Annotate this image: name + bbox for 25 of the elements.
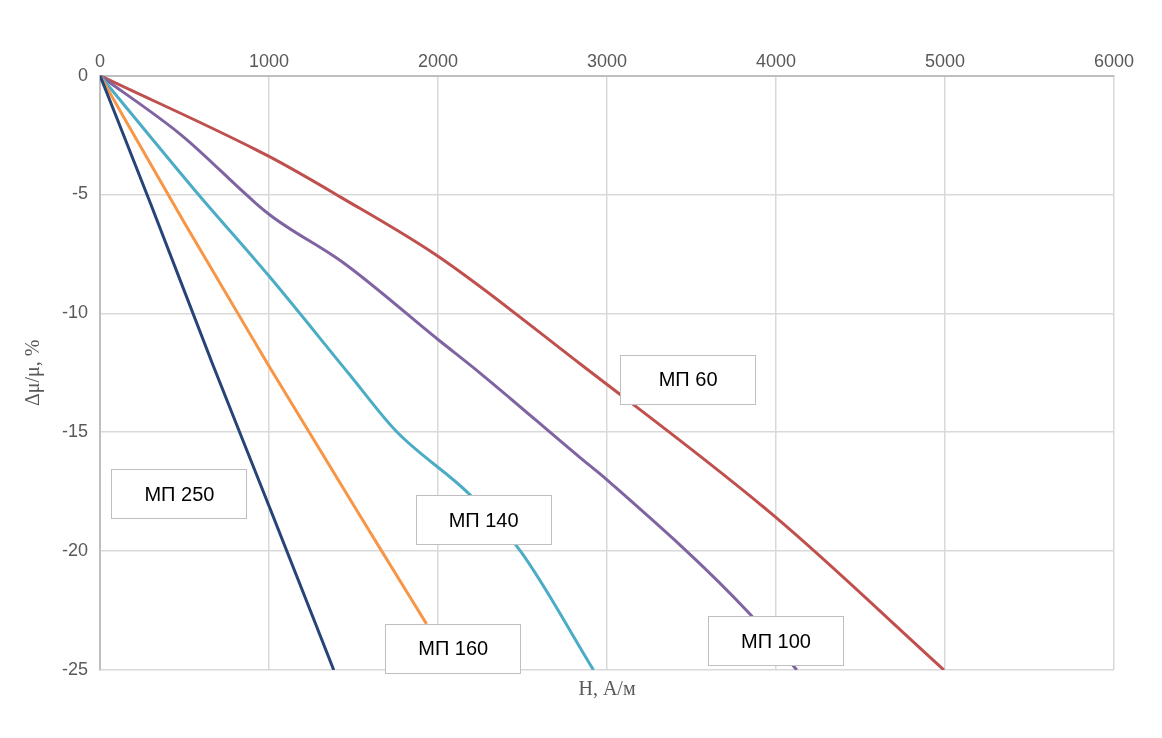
series-label: МП 140 bbox=[448, 508, 519, 532]
series-label: МП 60 bbox=[658, 368, 718, 392]
series-label: МП 160 bbox=[418, 637, 489, 661]
x-tick-label: 6000 bbox=[1093, 50, 1135, 71]
callout-box: МП 100 bbox=[708, 616, 844, 667]
x-tick-label: 1000 bbox=[248, 50, 290, 71]
series-label: МП 100 bbox=[741, 629, 811, 653]
y-tick-label: -20 bbox=[62, 540, 89, 561]
callout-box: МП 250 bbox=[111, 469, 248, 520]
y-tick-label: -10 bbox=[62, 302, 89, 323]
callout-box: МП 140 bbox=[415, 495, 552, 546]
y-tick-label: -5 bbox=[72, 183, 89, 204]
x-tick-label: 2000 bbox=[417, 50, 459, 71]
callout-box: МП 160 bbox=[385, 623, 522, 674]
x-tick-label: 5000 bbox=[924, 50, 966, 71]
line-series bbox=[100, 75, 429, 626]
y-tick-label: 0 bbox=[78, 64, 89, 85]
y-tick-label: -15 bbox=[62, 421, 89, 442]
x-tick-label: 3000 bbox=[586, 50, 628, 71]
y-axis-title: Δμ/μ, % bbox=[21, 339, 45, 407]
y-tick-label: -25 bbox=[62, 658, 89, 679]
callout-box: МП 60 bbox=[620, 354, 757, 405]
x-tick-label: 0 bbox=[95, 50, 106, 71]
x-tick-label: 4000 bbox=[755, 50, 797, 71]
x-axis-title: H, А/м bbox=[578, 677, 636, 700]
